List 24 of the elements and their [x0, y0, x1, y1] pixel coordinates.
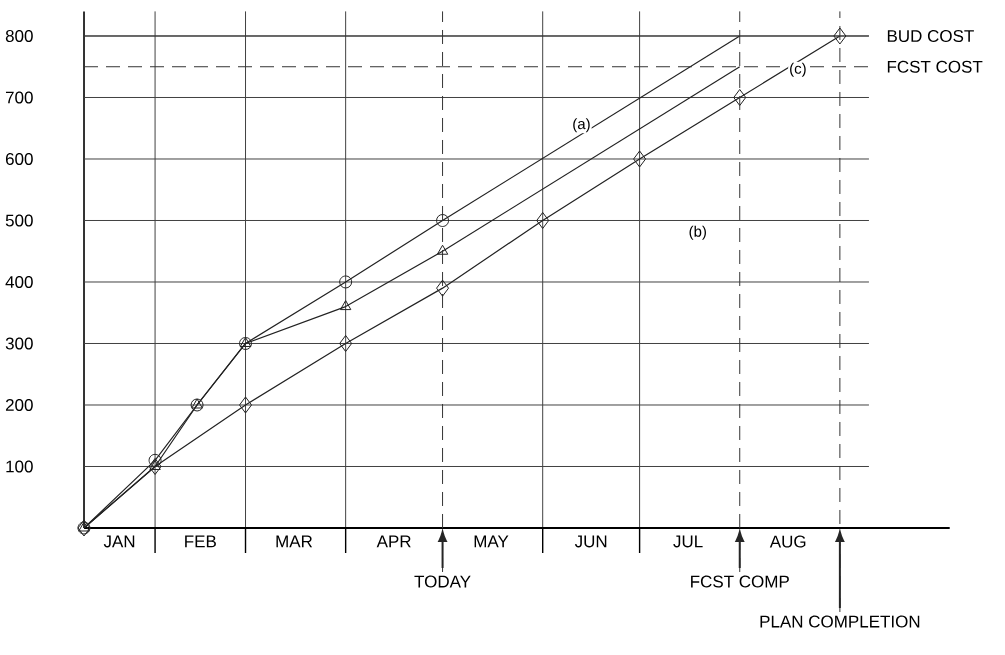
x-tick-label: JAN [103, 535, 135, 548]
y-tick-label: 800 [5, 29, 33, 43]
ref-line-label: FCST COST [887, 60, 983, 73]
annotation: (c) [790, 62, 806, 77]
ref-line-label: PLAN COMPLETION [760, 615, 920, 628]
x-tick-label: FEB [185, 535, 216, 548]
ref-line-label: TODAY [414, 575, 471, 588]
y-tick-label: 300 [5, 337, 33, 350]
annotation: (b) [689, 225, 706, 240]
x-tick-label: JUN [574, 535, 607, 548]
x-tick-label: AUG [769, 535, 806, 548]
y-tick-label: 200 [5, 398, 33, 412]
y-tick-label: 700 [5, 91, 33, 104]
x-tick-label: MAY [474, 535, 509, 548]
ref-line-label: BUD COST [887, 29, 974, 43]
annotation: (a) [573, 118, 590, 133]
y-tick-label: 600 [5, 152, 33, 166]
x-tick-label: APR [376, 535, 411, 548]
ref-line-label: FCST COMP [691, 575, 789, 588]
x-tick-label: MAR [276, 535, 313, 548]
y-tick-label: 100 [6, 460, 33, 473]
x-tick-label: JUL [673, 535, 703, 548]
y-tick-label: 400 [5, 275, 33, 289]
y-tick-label: 500 [5, 214, 33, 227]
